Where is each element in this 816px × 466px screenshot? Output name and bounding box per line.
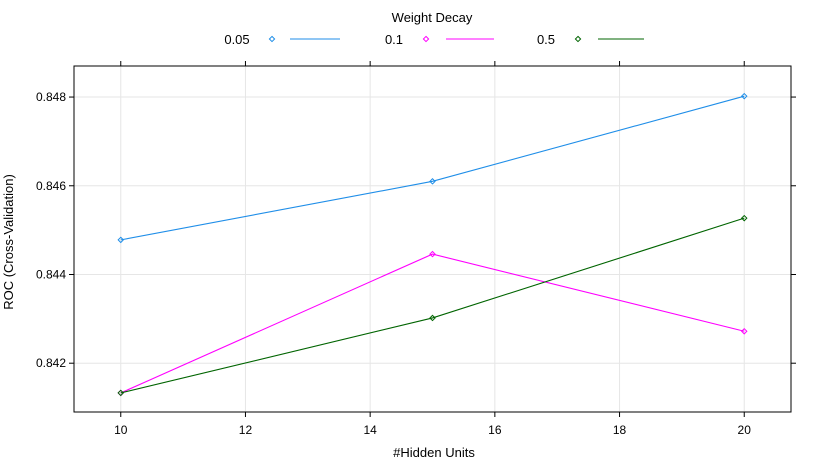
- legend: Weight Decay 0.05 0.1 0.5: [224, 10, 644, 47]
- legend-label: 0.05: [224, 32, 249, 47]
- plot-frame: [73, 65, 792, 413]
- y-tick-label: 0.842: [36, 356, 66, 370]
- data-point-0.05: [429, 178, 436, 185]
- series-layer: [117, 92, 748, 397]
- y-tick-label: 0.844: [36, 267, 66, 281]
- series-line-0.5: [120, 217, 745, 394]
- x-tick-label: 20: [738, 423, 752, 437]
- y-axis-label: ROC (Cross-Validation): [1, 174, 16, 310]
- axis-ticks: 10 12 14 16 18 20 0.842 0.844 0.846 0.848: [36, 61, 796, 437]
- x-axis-label: #Hidden Units: [393, 445, 475, 460]
- data-point-0.5: [117, 389, 125, 397]
- x-tick-label: 18: [613, 423, 627, 437]
- x-tick-label: 16: [488, 423, 502, 437]
- legend-label: 0.1: [385, 32, 403, 47]
- legend-title: Weight Decay: [392, 10, 473, 25]
- legend-marker: [268, 35, 276, 43]
- grid: [74, 66, 791, 412]
- x-tick-label: 12: [239, 423, 253, 437]
- legend-label: 0.5: [537, 32, 555, 47]
- data-point-0.05: [740, 92, 748, 100]
- y-tick-label: 0.848: [36, 90, 66, 104]
- data-point-0.5: [429, 314, 436, 322]
- y-tick-label: 0.846: [36, 179, 66, 193]
- data-point-0.5: [740, 214, 748, 222]
- series-line-0.05: [120, 95, 745, 241]
- data-point-0.1: [429, 250, 436, 258]
- series-line-0.1: [120, 253, 745, 394]
- legend-marker: [574, 35, 582, 43]
- data-point-0.05: [117, 236, 125, 244]
- x-tick-label: 14: [363, 423, 377, 437]
- x-tick-label: 10: [114, 423, 128, 437]
- legend-marker: [422, 35, 430, 43]
- data-point-0.1: [740, 327, 748, 335]
